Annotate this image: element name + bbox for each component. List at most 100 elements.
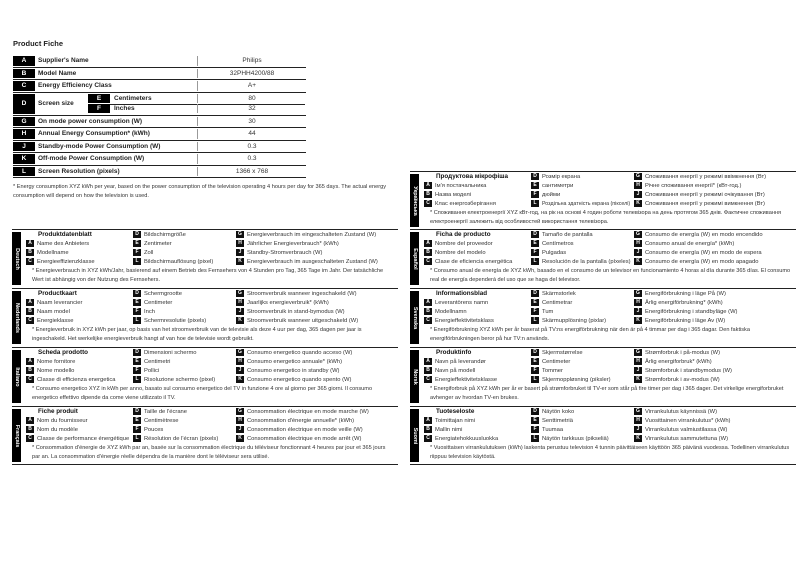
fiche-subrow: E Centimeters 80 xyxy=(88,93,305,105)
letter-badge: B xyxy=(424,426,432,433)
fiche-row: D Screen size E Centimeters 80 F Inches 32 xyxy=(13,93,306,116)
block-title: Продуктова мікрофіша xyxy=(436,173,509,180)
block-item-e: E Centimeter xyxy=(133,299,172,307)
letter-badge: C xyxy=(424,317,432,324)
letter-badge: F xyxy=(133,308,141,315)
letter-badge: B xyxy=(424,249,432,256)
letter-badge: F xyxy=(531,249,539,256)
block-title: Produktdatenblatt xyxy=(38,231,92,238)
item-label: Energiförbrukning i läge På (W) xyxy=(645,291,726,297)
item-label: Zoll xyxy=(144,250,154,256)
row-letter-badge: H xyxy=(13,129,35,139)
letter-badge: L xyxy=(531,200,539,207)
block-item-g: G Stroomverbruik wanneer ingeschakeld (W) xyxy=(236,290,357,298)
row-value: 30 xyxy=(197,116,306,126)
letter-badge: L xyxy=(531,376,539,383)
block-item-a: A Leverantörens namn xyxy=(424,299,488,307)
item-label: Energiatehokkuusluokka xyxy=(435,436,499,442)
letter-badge: D xyxy=(133,408,141,415)
letter-badge: E xyxy=(531,358,539,365)
block-item-b: B Mallin nimi xyxy=(424,426,462,434)
item-label: Consumo energetico quando acceso (W) xyxy=(247,350,353,356)
block-item-j: J Споживання енергії у режимі очікування … xyxy=(634,191,765,199)
item-label: Modellnamn xyxy=(435,309,467,315)
block-item-e: E Zentimeter xyxy=(133,240,172,248)
letter-badge: G xyxy=(634,290,642,297)
block-item-d: D Taille de l'écrane xyxy=(133,408,187,416)
block-item-f: F Tommer xyxy=(531,367,563,375)
block-item-e: E Centimetrar xyxy=(531,299,572,307)
block-title: Tuoteseloste xyxy=(436,408,475,415)
block-item-c: C Клас енергозберігання xyxy=(424,200,496,208)
item-label: Stroomverbruik in stand-bymodus (W) xyxy=(247,309,345,315)
item-label: Pulgadas xyxy=(542,250,567,256)
row-letter-badge: L xyxy=(13,166,35,176)
letter-badge: K xyxy=(634,200,642,207)
block-item-c: C Energieffektivitetsklass xyxy=(424,317,494,325)
item-label: Nom du fournisseur xyxy=(37,418,88,424)
letter-badge: C xyxy=(424,200,432,207)
block-item-d: D Skjermstørrelse xyxy=(531,349,583,357)
block-item-j: J Virrankulutus valmiustilassa (W) xyxy=(634,426,727,434)
letter-badge: A xyxy=(424,417,432,424)
letter-badge: L xyxy=(531,435,539,442)
item-label: сантиметри xyxy=(542,183,574,189)
item-label: Strømforbruk i på-modus (W) xyxy=(645,350,721,356)
letter-badge: J xyxy=(236,249,244,256)
item-label: Årlig energiforbruk* (kWh) xyxy=(645,359,712,365)
block-item-f: F Tum xyxy=(531,308,553,316)
item-label: Skärmstorlek xyxy=(542,291,576,297)
row-letter-badge: G xyxy=(13,116,35,126)
letter-badge: H xyxy=(634,299,642,306)
fiche-row: L Screen Resolution (pixels) 1366 x 768 xyxy=(13,166,306,178)
letter-badge: H xyxy=(236,299,244,306)
item-label: Name des Anbieters xyxy=(37,241,90,247)
block-item-l: L Bildschirmauflösung (pixel) xyxy=(133,258,213,266)
language-tab: Italiano xyxy=(12,350,21,403)
item-label: Споживання енергії у режимі ввімкнення (… xyxy=(645,174,767,180)
item-label: Toimittajan nimi xyxy=(435,418,475,424)
block-footnote: * Consommation d'énergie de XYZ kWh par … xyxy=(32,445,386,460)
letter-badge: B xyxy=(26,367,34,374)
letter-badge: L xyxy=(133,258,141,265)
item-label: Consommation électrique en mode arrêt (W… xyxy=(247,436,362,442)
letter-badge: A xyxy=(424,240,432,247)
language-block-5: Español Ficha de producto A Nombre del prov… xyxy=(410,229,796,286)
letter-badge: A xyxy=(424,299,432,306)
item-label: Risoluzione schermo (pixel) xyxy=(144,377,216,383)
letter-badge: A xyxy=(26,358,34,365)
item-label: Taille de l'écrane xyxy=(144,409,187,415)
letter-badge: H xyxy=(634,417,642,424)
block-item-a: A Navn på leverandør xyxy=(424,358,486,366)
row-value: 44 xyxy=(197,129,306,139)
language-name: Español xyxy=(411,247,418,270)
item-label: Naam leverancier xyxy=(37,300,83,306)
fiche-row: H Annual Energy Consumption* (kWh) 44 xyxy=(13,129,306,141)
block-item-b: B Nombre del modelo xyxy=(424,249,486,257)
letter-badge: K xyxy=(236,435,244,442)
item-label: Споживання енергії у режимі очікування (… xyxy=(645,192,765,198)
item-label: Назва моделі xyxy=(435,192,472,198)
block-item-h: H Jährlicher Energieverbrauch* (kWh) xyxy=(236,240,339,248)
block-item-e: E Centimeter xyxy=(531,358,570,366)
letter-badge: B xyxy=(26,308,34,315)
item-label: Classe de performance énergétique xyxy=(37,436,130,442)
block-footnote: * Energiförbrukning XYZ kWh per år baser… xyxy=(430,327,750,342)
language-tab: Deutsch xyxy=(12,232,21,285)
letter-badge: C xyxy=(424,376,432,383)
item-label: Centimetrar xyxy=(542,300,573,306)
language-tab: Svenska xyxy=(410,291,419,344)
block-title: Informationsblad xyxy=(436,290,488,297)
bottom-rule xyxy=(410,464,796,465)
item-label: Schermresolutie (pixels) xyxy=(144,318,207,324)
block-item-c: C Energiatehokkuusluokka xyxy=(424,435,498,443)
block-item-k: K Consumo de energía (W) en modo apagado xyxy=(634,258,758,266)
block-item-g: G Energieverbrauch im eingeschalteten Zus… xyxy=(236,231,376,239)
block-item-j: J Consumo de energía (W) en modo de esper… xyxy=(634,249,762,257)
language-name: Українська xyxy=(411,185,418,216)
language-name: Suomi xyxy=(411,427,418,444)
block-item-l: L Résolution de l'écran (pixels) xyxy=(133,435,218,443)
letter-badge: C xyxy=(424,435,432,442)
row-label: Energy Efficiency Class xyxy=(38,82,112,89)
